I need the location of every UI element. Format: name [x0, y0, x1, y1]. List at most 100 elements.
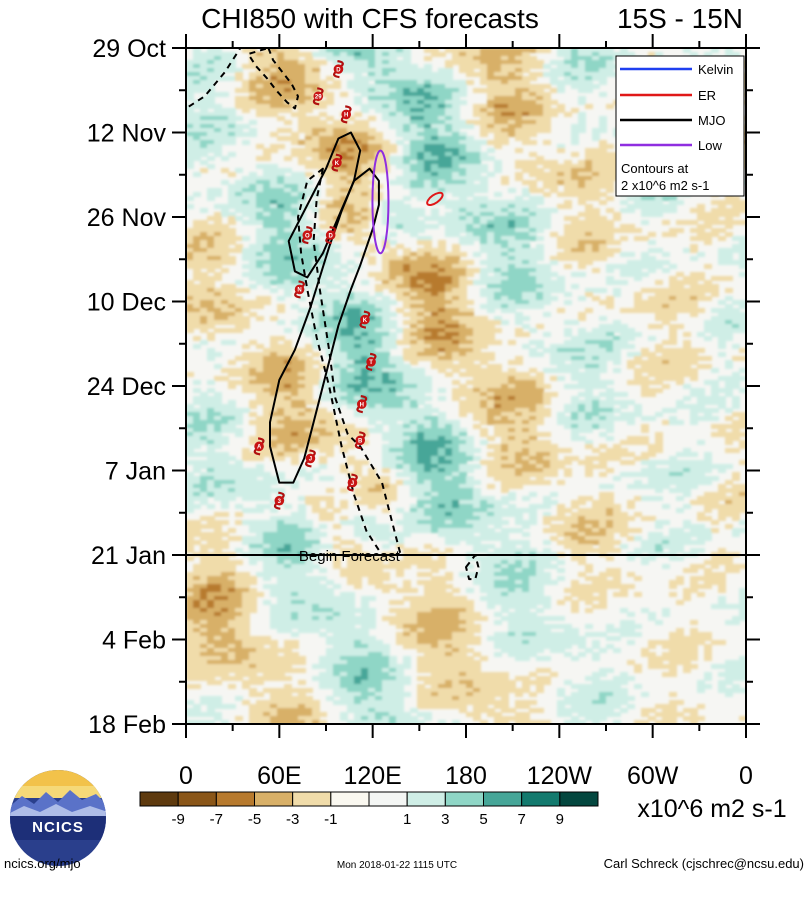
heat-cell: [403, 384, 411, 389]
heat-cell: [403, 80, 411, 85]
heat-cell: [508, 248, 516, 253]
heat-cell: [305, 364, 313, 369]
heat-cell: [382, 116, 390, 121]
heat-cell: [200, 288, 208, 293]
heat-cell: [410, 276, 418, 281]
heat-cell: [319, 276, 327, 281]
heat-cell: [711, 424, 719, 429]
heat-cell: [529, 328, 537, 333]
heat-cell: [270, 428, 278, 433]
heat-cell: [501, 384, 509, 389]
heat-cell: [214, 352, 222, 357]
heat-cell: [725, 220, 733, 225]
heat-cell: [235, 132, 243, 137]
heat-cell: [312, 344, 320, 349]
heat-cell: [438, 336, 446, 341]
heat-cell: [263, 48, 271, 53]
heat-cell: [620, 332, 628, 337]
heat-cell: [732, 356, 740, 361]
heat-cell: [564, 112, 572, 117]
heat-cell: [368, 408, 376, 413]
heat-cell: [466, 396, 474, 401]
heat-cell: [347, 352, 355, 357]
heat-cell: [319, 392, 327, 397]
heat-cell: [480, 132, 488, 137]
heat-cell: [284, 192, 292, 197]
heat-cell: [529, 228, 537, 233]
heat-cell: [718, 204, 726, 209]
heat-cell: [543, 184, 551, 189]
heat-cell: [445, 68, 453, 73]
heat-cell: [501, 392, 509, 397]
heat-cell: [599, 256, 607, 261]
heat-cell: [592, 196, 600, 201]
heat-cell: [501, 112, 509, 117]
heat-cell: [529, 60, 537, 65]
heat-cell: [676, 364, 684, 369]
heat-cell: [382, 76, 390, 81]
heat-cell: [354, 320, 362, 325]
heat-cell: [312, 340, 320, 345]
heat-cell: [431, 132, 439, 137]
heat-cell: [718, 336, 726, 341]
heat-cell: [375, 312, 383, 317]
heat-cell: [382, 400, 390, 405]
heat-cell: [459, 272, 467, 277]
heat-cell: [368, 144, 376, 149]
heat-cell: [585, 380, 593, 385]
heat-cell: [228, 120, 236, 125]
heat-cell: [529, 352, 537, 357]
heat-cell: [214, 328, 222, 333]
heat-cell: [403, 352, 411, 357]
heat-cell: [417, 172, 425, 177]
heat-cell: [634, 408, 642, 413]
heat-cell: [438, 416, 446, 421]
heat-cell: [417, 392, 425, 397]
heat-cell: [732, 328, 740, 333]
heat-cell: [263, 392, 271, 397]
heat-cell: [529, 224, 537, 229]
heat-cell: [410, 64, 418, 69]
heat-cell: [473, 152, 481, 157]
heat-cell: [606, 196, 614, 201]
heat-cell: [466, 380, 474, 385]
heat-cell: [235, 244, 243, 249]
heat-cell: [305, 104, 313, 109]
heat-cell: [501, 224, 509, 229]
heat-cell: [242, 248, 250, 253]
heat-cell: [347, 260, 355, 265]
heat-cell: [256, 272, 264, 277]
heat-cell: [487, 256, 495, 261]
heat-cell: [529, 404, 537, 409]
heat-cell: [494, 396, 502, 401]
heat-cell: [459, 320, 467, 325]
heat-cell: [739, 420, 746, 425]
heat-cell: [361, 304, 369, 309]
heat-cell: [536, 272, 544, 277]
heat-cell: [613, 348, 621, 353]
heat-cell: [193, 420, 201, 425]
heat-cell: [599, 180, 607, 185]
heat-cell: [403, 424, 411, 429]
heat-cell: [312, 308, 320, 313]
heat-cell: [571, 352, 579, 357]
heat-cell: [200, 140, 208, 145]
heat-cell: [613, 356, 621, 361]
heat-cell: [585, 388, 593, 393]
heat-cell: [207, 232, 215, 237]
heat-cell: [697, 284, 705, 289]
heat-cell: [599, 200, 607, 205]
heat-cell: [403, 372, 411, 377]
heat-cell: [431, 284, 439, 289]
heat-cell: [564, 204, 572, 209]
heat-cell: [221, 112, 229, 117]
heat-cell: [473, 72, 481, 77]
heat-cell: [333, 284, 341, 289]
heat-cell: [361, 360, 369, 365]
heat-cell: [522, 188, 530, 193]
heat-cell: [249, 244, 257, 249]
heat-cell: [585, 204, 593, 209]
heat-cell: [361, 376, 369, 381]
heat-cell: [354, 428, 362, 433]
heat-cell: [291, 240, 299, 245]
